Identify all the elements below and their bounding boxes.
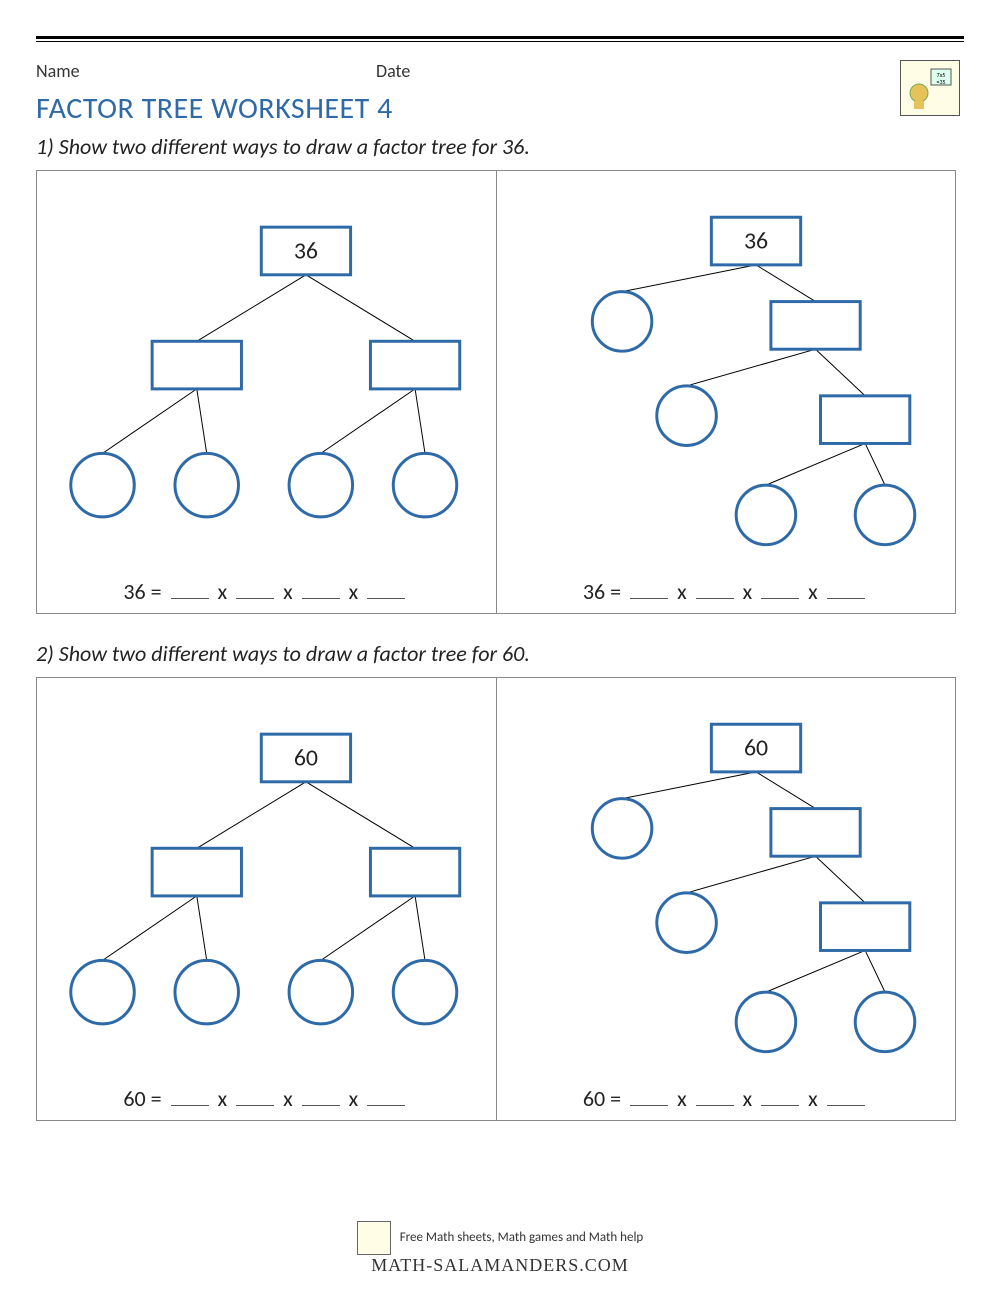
worksheet-title: FACTOR TREE WORKSHEET 4 xyxy=(36,90,964,127)
tree-cell-a: 36 36 = x x x xyxy=(37,171,497,613)
svg-text:36: 36 xyxy=(294,237,318,266)
tree-cell-a: 60 60 = x x x xyxy=(37,678,497,1120)
factor-tree: 36 xyxy=(503,181,950,571)
header-row: Name Date xyxy=(36,60,964,82)
blank[interactable] xyxy=(236,577,274,599)
blank[interactable] xyxy=(302,1084,340,1106)
svg-text:60: 60 xyxy=(743,734,767,763)
blank[interactable] xyxy=(171,1084,209,1106)
problem-instruction: 1) Show two different ways to draw a fac… xyxy=(36,133,964,160)
blank[interactable] xyxy=(302,577,340,599)
tree-cell-b: 60 60 = x x x xyxy=(497,678,956,1120)
blank[interactable] xyxy=(630,577,668,599)
name-label: Name xyxy=(36,60,376,82)
footer-tagline: Free Math sheets, Math games and Math he… xyxy=(400,1230,644,1245)
blank[interactable] xyxy=(696,1084,734,1106)
blank[interactable] xyxy=(367,577,405,599)
footer-logo-icon xyxy=(357,1221,391,1255)
problem-grid: 36 36 = x x x 36 36 = x x x xyxy=(36,170,956,614)
svg-text:36: 36 xyxy=(743,227,767,256)
problem-instruction: 2) Show two different ways to draw a fac… xyxy=(36,640,964,667)
svg-text:60: 60 xyxy=(294,744,318,773)
blank[interactable] xyxy=(827,1084,865,1106)
equation: 60 = x x x xyxy=(503,1084,950,1112)
blank[interactable] xyxy=(630,1084,668,1106)
blank[interactable] xyxy=(171,577,209,599)
factor-tree: 60 xyxy=(43,688,490,1078)
page-footer: Free Math sheets, Math games and Math he… xyxy=(0,1221,1000,1276)
equation: 60 = x x x xyxy=(43,1084,490,1112)
site-logo-icon: 7x5=35 xyxy=(900,60,960,116)
equation: 36 = x x x xyxy=(503,577,950,605)
blank[interactable] xyxy=(236,1084,274,1106)
blank[interactable] xyxy=(761,577,799,599)
date-label: Date xyxy=(376,60,964,82)
blank[interactable] xyxy=(696,577,734,599)
svg-text:=35: =35 xyxy=(936,78,945,86)
blank[interactable] xyxy=(827,577,865,599)
top-rule xyxy=(36,36,964,42)
blank[interactable] xyxy=(367,1084,405,1106)
page: Name Date 7x5=35 FACTOR TREE WORKSHEET 4… xyxy=(0,0,1000,1294)
equation: 36 = x x x xyxy=(43,577,490,605)
problem-grid: 60 60 = x x x 60 60 = x x x xyxy=(36,677,956,1121)
tree-cell-b: 36 36 = x x x xyxy=(497,171,956,613)
factor-tree: 60 xyxy=(503,688,950,1078)
factor-tree: 36 xyxy=(43,181,490,571)
blank[interactable] xyxy=(761,1084,799,1106)
footer-site: MATH-SALAMANDERS.COM xyxy=(371,1255,629,1275)
